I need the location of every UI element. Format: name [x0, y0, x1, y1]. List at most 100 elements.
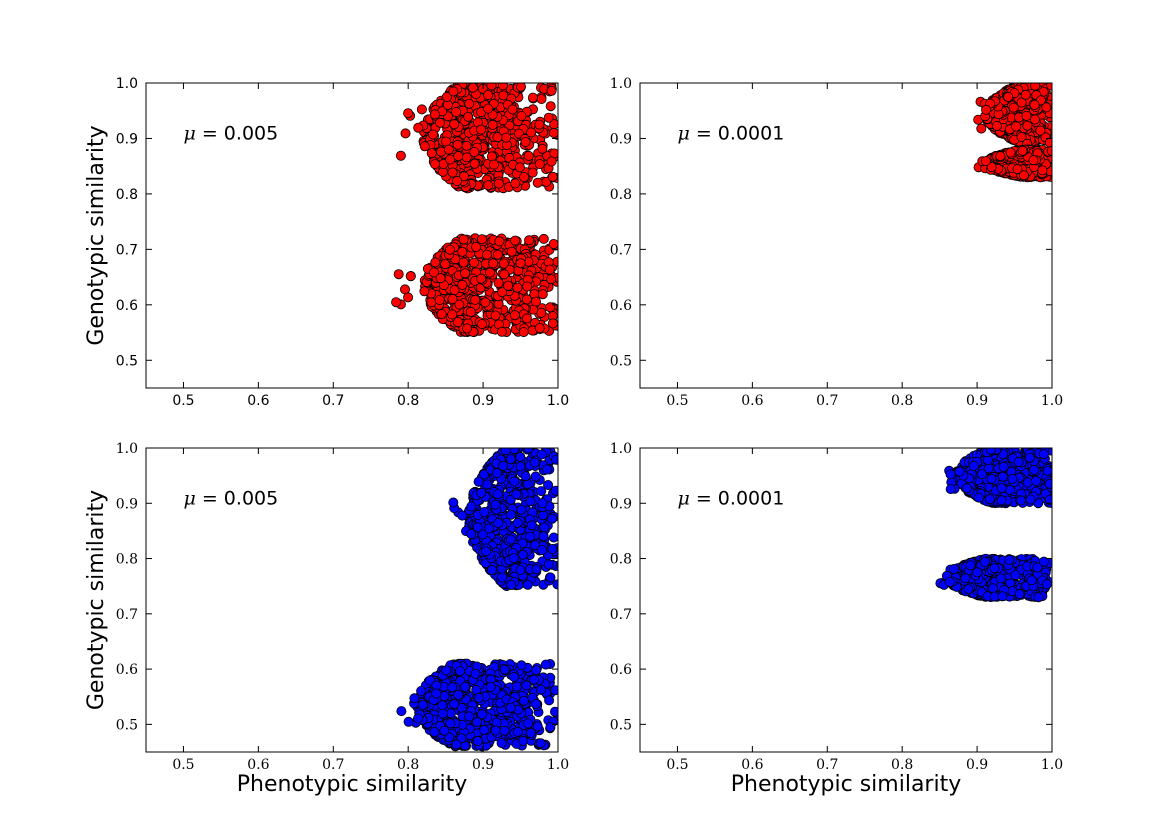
scatter-point [985, 448, 996, 455]
scatter-point [523, 718, 534, 729]
scatter-point [521, 294, 532, 305]
scatter-point [476, 319, 487, 330]
scatter-point [509, 310, 520, 321]
y-tick-label: 1.0 [116, 441, 138, 457]
scatter-point [439, 725, 450, 736]
x-tick-label: 0.7 [322, 757, 344, 773]
scatter-point [444, 244, 455, 255]
scatter-point [396, 706, 407, 717]
scatter-point [472, 735, 483, 746]
scatter-point [476, 273, 487, 284]
scatter-point [505, 509, 516, 520]
scatter-point [516, 660, 527, 671]
scatter-point [471, 241, 482, 252]
scatter-point [538, 531, 549, 542]
scatter-point [460, 268, 471, 279]
scatter-point [1028, 155, 1039, 166]
scatter-point [545, 101, 556, 112]
scatter-point [470, 294, 481, 305]
scatter-point [492, 249, 503, 260]
scatter-point [537, 498, 548, 509]
scatter-points [396, 448, 558, 752]
scatter-point [492, 132, 503, 143]
y-tick-label: 0.7 [116, 607, 138, 623]
scatter-point [981, 104, 992, 115]
scatter-point [552, 256, 558, 267]
scatter-point [545, 572, 556, 583]
panel-top-left: 0.5 0.6 0.7 0.8 0.9 1.00.50.60.70.80.91.0μ = … [84, 76, 569, 409]
scatter-point [1003, 91, 1014, 102]
scatter-point [468, 257, 479, 268]
scatter-point [976, 123, 987, 134]
scatter-point [485, 682, 496, 693]
scatter-point [525, 496, 536, 507]
scatter-point [479, 469, 490, 480]
scatter-point [435, 273, 446, 284]
scatter-point [515, 258, 526, 269]
scatter-point [516, 83, 526, 92]
scatter-point [471, 717, 482, 728]
scatter-point [1016, 495, 1027, 506]
scatter-point [483, 180, 494, 191]
scatter-point [488, 159, 499, 170]
scatter-point [536, 449, 547, 460]
scatter-point [546, 156, 557, 167]
x-tick-label: 0.7 [816, 393, 838, 409]
scatter-point [539, 522, 550, 533]
scatter-point [983, 463, 994, 474]
scatter-point [493, 518, 504, 529]
x-tick-label: 1.0 [547, 757, 569, 773]
scatter-point [536, 684, 547, 695]
scatter-point [973, 492, 984, 503]
scatter-point [968, 460, 979, 471]
scatter-point [515, 565, 526, 576]
scatter-point [482, 479, 493, 490]
scatter-point [481, 249, 492, 260]
scatter-point [451, 107, 462, 118]
scatter-point [529, 674, 540, 685]
scatter-point [512, 726, 523, 737]
scatter-point [510, 235, 521, 246]
scatter-point [486, 151, 497, 162]
scatter-point [529, 457, 540, 468]
y-axis-label: Genotypic similarity [84, 490, 109, 710]
y-tick-label: 0.8 [610, 187, 632, 203]
y-tick-label: 1.0 [116, 76, 138, 92]
scatter-point [525, 728, 536, 739]
scatter-point [465, 306, 476, 317]
scatter-point [466, 501, 477, 512]
scatter-point [1024, 452, 1035, 463]
scatter-point [417, 699, 428, 710]
scatter-point [429, 109, 440, 120]
scatter-point [483, 523, 494, 534]
scatter-point [409, 693, 420, 704]
y-tick-label: 0.7 [610, 242, 632, 258]
scatter-point [530, 471, 541, 482]
scatter-point [403, 108, 414, 119]
scatter-point [498, 258, 509, 269]
scatter-point [518, 735, 529, 746]
scatter-point [546, 274, 557, 285]
scatter-point [1030, 83, 1041, 91]
scatter-point [996, 483, 1007, 494]
scatter-point [393, 269, 404, 280]
scatter-point [1042, 465, 1052, 476]
scatter-point [1008, 102, 1019, 113]
scatter-point [526, 520, 537, 531]
scatter-point [493, 278, 504, 289]
scatter-point [458, 257, 469, 268]
scatter-point [550, 685, 558, 696]
mu-symbol: μ [183, 487, 195, 509]
mu-value: = 0.005 [196, 487, 278, 509]
scatter-point [501, 132, 512, 143]
y-tick-label: 0.5 [116, 717, 138, 733]
scatter-point [945, 484, 956, 495]
scatter-point [460, 681, 471, 692]
scatter-points [935, 448, 1052, 603]
scatter-point [1025, 494, 1036, 505]
scatter-point [464, 711, 475, 722]
scatter-point [461, 323, 472, 334]
scatter-point [523, 448, 534, 454]
scatter-point [998, 461, 1009, 472]
scatter-point [512, 282, 523, 293]
